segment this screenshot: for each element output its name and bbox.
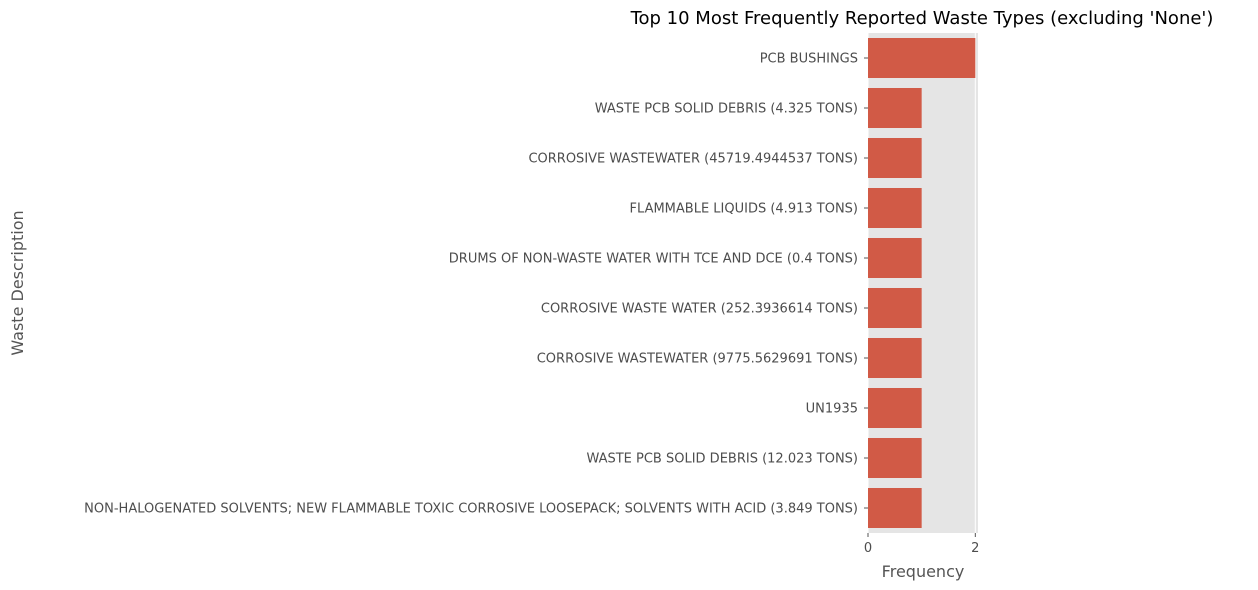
bar [868, 88, 922, 128]
y-tick-label: WASTE PCB SOLID DEBRIS (12.023 TONS) [586, 452, 858, 467]
y-axis-label: Waste Description [8, 210, 27, 355]
bar [868, 138, 922, 178]
x-tick-label: 2 [971, 541, 979, 556]
bar [868, 238, 922, 278]
bar [868, 338, 922, 378]
y-tick-label: NON-HALOGENATED SOLVENTS; NEW FLAMMABLE … [84, 502, 858, 517]
y-tick-label: WASTE PCB SOLID DEBRIS (4.325 TONS) [595, 102, 858, 117]
y-tick-label: CORROSIVE WASTEWATER (9775.5629691 TONS) [537, 352, 858, 367]
y-tick-label: DRUMS OF NON-WASTE WATER WITH TCE AND DC… [449, 252, 858, 267]
bar [868, 488, 922, 528]
y-tick-label: PCB BUSHINGS [760, 52, 858, 67]
x-tick-label: 0 [864, 541, 872, 556]
x-axis-label: Frequency [882, 562, 965, 581]
bar [868, 188, 922, 228]
y-tick-label: UN1935 [806, 402, 858, 417]
y-tick-label: CORROSIVE WASTEWATER (45719.4944537 TONS… [528, 152, 858, 167]
bar [868, 38, 976, 78]
y-tick-label: FLAMMABLE LIQUIDS (4.913 TONS) [630, 202, 858, 217]
bar [868, 288, 922, 328]
bar [868, 438, 922, 478]
y-tick-label: CORROSIVE WASTE WATER (252.3936614 TONS) [541, 302, 858, 317]
bar [868, 388, 922, 428]
chart-title: Top 10 Most Frequently Reported Waste Ty… [630, 8, 1214, 29]
